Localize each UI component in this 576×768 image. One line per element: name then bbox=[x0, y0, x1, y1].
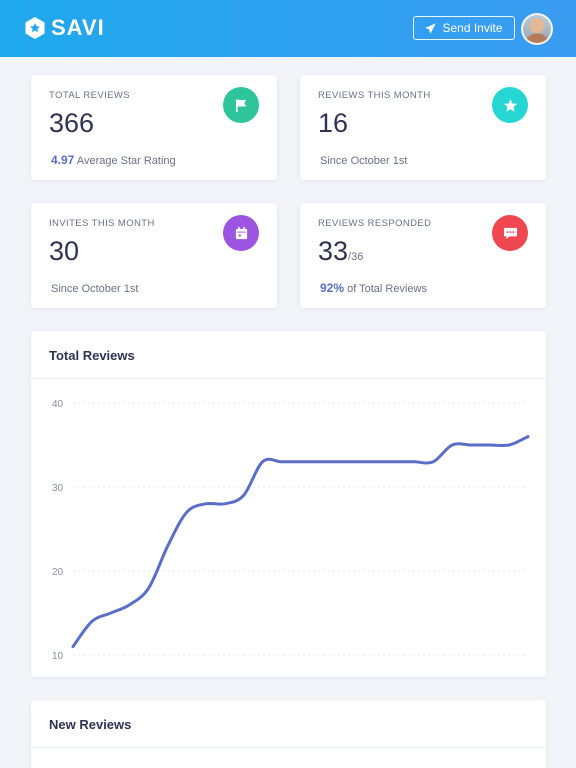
y-tick-label: 30 bbox=[52, 483, 64, 494]
flag-icon bbox=[223, 87, 259, 123]
stat-note: Since October 1st bbox=[320, 155, 408, 167]
total-reviews-line-chart: 40 30 20 10 bbox=[52, 399, 530, 662]
calendar-icon bbox=[223, 215, 259, 251]
stat-value: 16 bbox=[318, 108, 349, 138]
chat-icon bbox=[492, 215, 528, 251]
app-name: SAVI bbox=[51, 15, 105, 40]
stat-label: TOTAL REVIEWS bbox=[49, 90, 131, 101]
logo-icon bbox=[25, 17, 45, 39]
stat-card-total-reviews: TOTAL REVIEWS 366 4.97 Average Star Rati… bbox=[31, 75, 277, 180]
y-tick-label: 10 bbox=[52, 651, 64, 662]
stat-value: 366 bbox=[49, 108, 95, 138]
app-logo[interactable]: SAVI bbox=[24, 15, 105, 41]
series-line bbox=[71, 435, 530, 649]
stat-card-invites-this-month: INVITES THIS MONTH 30 Since October 1st bbox=[31, 203, 277, 308]
new-reviews-card: New Reviews bbox=[31, 700, 546, 768]
stat-label: REVIEWS RESPONDED bbox=[318, 218, 432, 229]
stat-card-reviews-responded: REVIEWS RESPONDED 33/36 92% of Total Rev… bbox=[300, 203, 546, 308]
stat-note: 92% of Total Reviews bbox=[320, 281, 427, 295]
stat-value: 30 bbox=[49, 236, 80, 266]
chart-panel-title: Total Reviews bbox=[49, 348, 135, 363]
y-tick-label: 40 bbox=[52, 399, 64, 410]
send-invite-label: Send Invite bbox=[442, 21, 503, 35]
top-bar: SAVI Send Invite bbox=[0, 0, 576, 57]
user-avatar[interactable] bbox=[521, 13, 553, 45]
total-reviews-chart-card: Total Reviews 40 30 20 10 bbox=[31, 331, 546, 677]
divider bbox=[31, 378, 546, 379]
paper-plane-icon bbox=[425, 23, 436, 33]
reviews-panel-title: New Reviews bbox=[49, 717, 132, 732]
stat-card-reviews-this-month: REVIEWS THIS MONTH 16 Since October 1st bbox=[300, 75, 546, 180]
stat-note: 4.97 Average Star Rating bbox=[51, 153, 176, 167]
y-tick-label: 20 bbox=[52, 567, 64, 578]
divider bbox=[31, 747, 546, 748]
stat-value: 33/36 bbox=[318, 236, 364, 266]
star-icon bbox=[492, 87, 528, 123]
send-invite-button[interactable]: Send Invite bbox=[413, 16, 515, 40]
stat-note: Since October 1st bbox=[51, 283, 139, 295]
stat-label: INVITES THIS MONTH bbox=[49, 218, 155, 229]
stat-label: REVIEWS THIS MONTH bbox=[318, 90, 431, 101]
